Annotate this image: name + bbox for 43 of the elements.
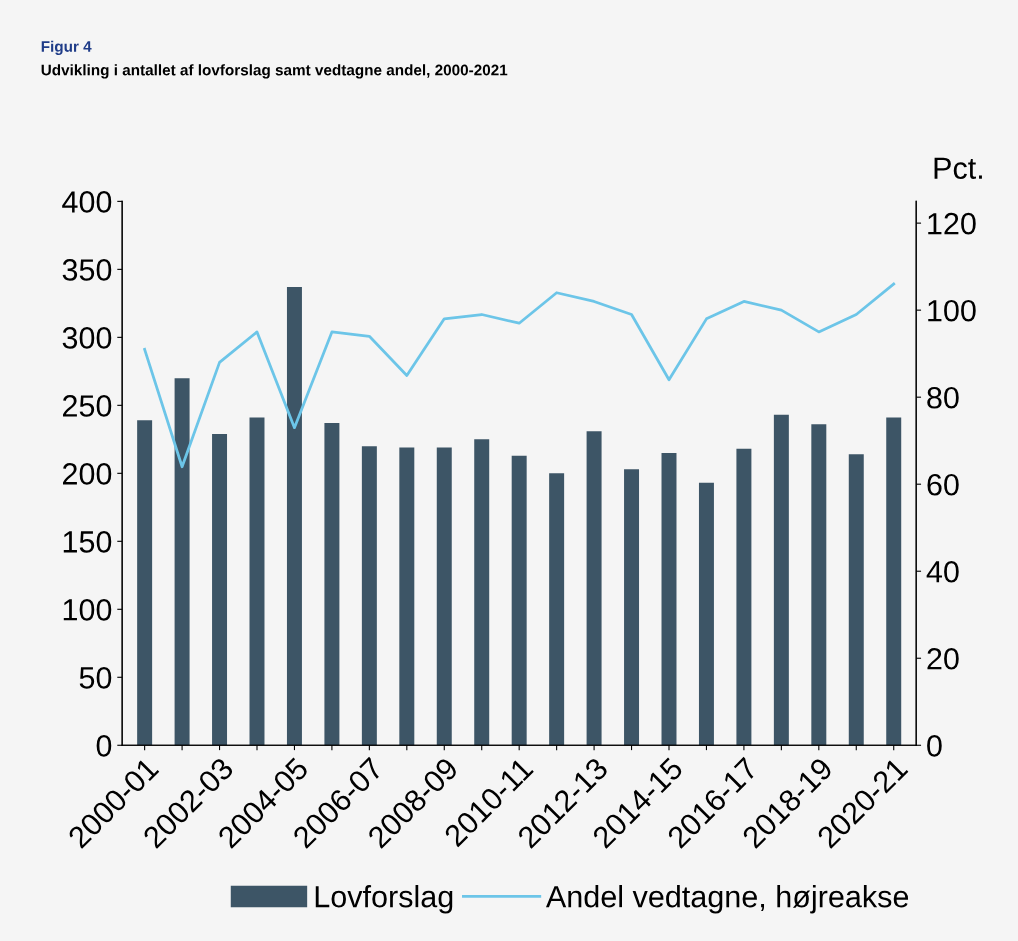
y-tick-label: 300 xyxy=(62,327,112,349)
bar xyxy=(511,455,527,746)
bar xyxy=(624,469,640,746)
y2-tick-label: 100 xyxy=(928,299,976,322)
bar xyxy=(661,452,677,746)
chart-subtitle: Udvikling i antallet af lovforslag samt vedtagne andel, 2000-2021 xyxy=(41,64,508,79)
bar xyxy=(549,473,565,746)
y2-axis-title: Pct. xyxy=(934,157,982,180)
bar xyxy=(174,378,190,746)
y2-tick-label: 120 xyxy=(928,212,976,235)
legend-label: Lovforslag xyxy=(315,885,453,914)
bar xyxy=(586,431,602,746)
y2-tick-label: 40 xyxy=(926,560,959,583)
chart-title: Figur 4 xyxy=(41,40,92,55)
bar xyxy=(137,420,153,746)
bar xyxy=(474,439,490,746)
y-tick-label: 100 xyxy=(63,599,112,621)
bar xyxy=(886,417,902,746)
bar xyxy=(848,454,864,746)
bar xyxy=(212,433,228,746)
y-tick-label: 200 xyxy=(63,463,112,485)
y-tick-label: 0 xyxy=(96,735,112,757)
y2-tick-label: 0 xyxy=(927,735,942,757)
y2-tick-label: 20 xyxy=(927,647,959,670)
y-tick-label: 50 xyxy=(79,667,112,689)
line-series xyxy=(143,282,896,469)
bar xyxy=(698,482,714,746)
bar xyxy=(324,423,340,746)
bar xyxy=(736,448,752,746)
bar xyxy=(399,447,415,746)
bar xyxy=(436,447,452,746)
y-tick-label: 250 xyxy=(63,395,112,417)
y2-tick-label: 60 xyxy=(927,473,959,496)
bar xyxy=(361,446,377,746)
y-tick-label: 400 xyxy=(62,191,112,213)
y-tick-label: 150 xyxy=(63,531,112,553)
bar xyxy=(811,424,827,746)
bar xyxy=(249,417,265,746)
bar xyxy=(773,414,789,746)
legend-label: Andel vedtagne, højreakse xyxy=(545,885,909,914)
y2-tick-label: 80 xyxy=(927,386,959,409)
y-tick-label: 350 xyxy=(62,259,112,281)
bar xyxy=(286,287,302,746)
